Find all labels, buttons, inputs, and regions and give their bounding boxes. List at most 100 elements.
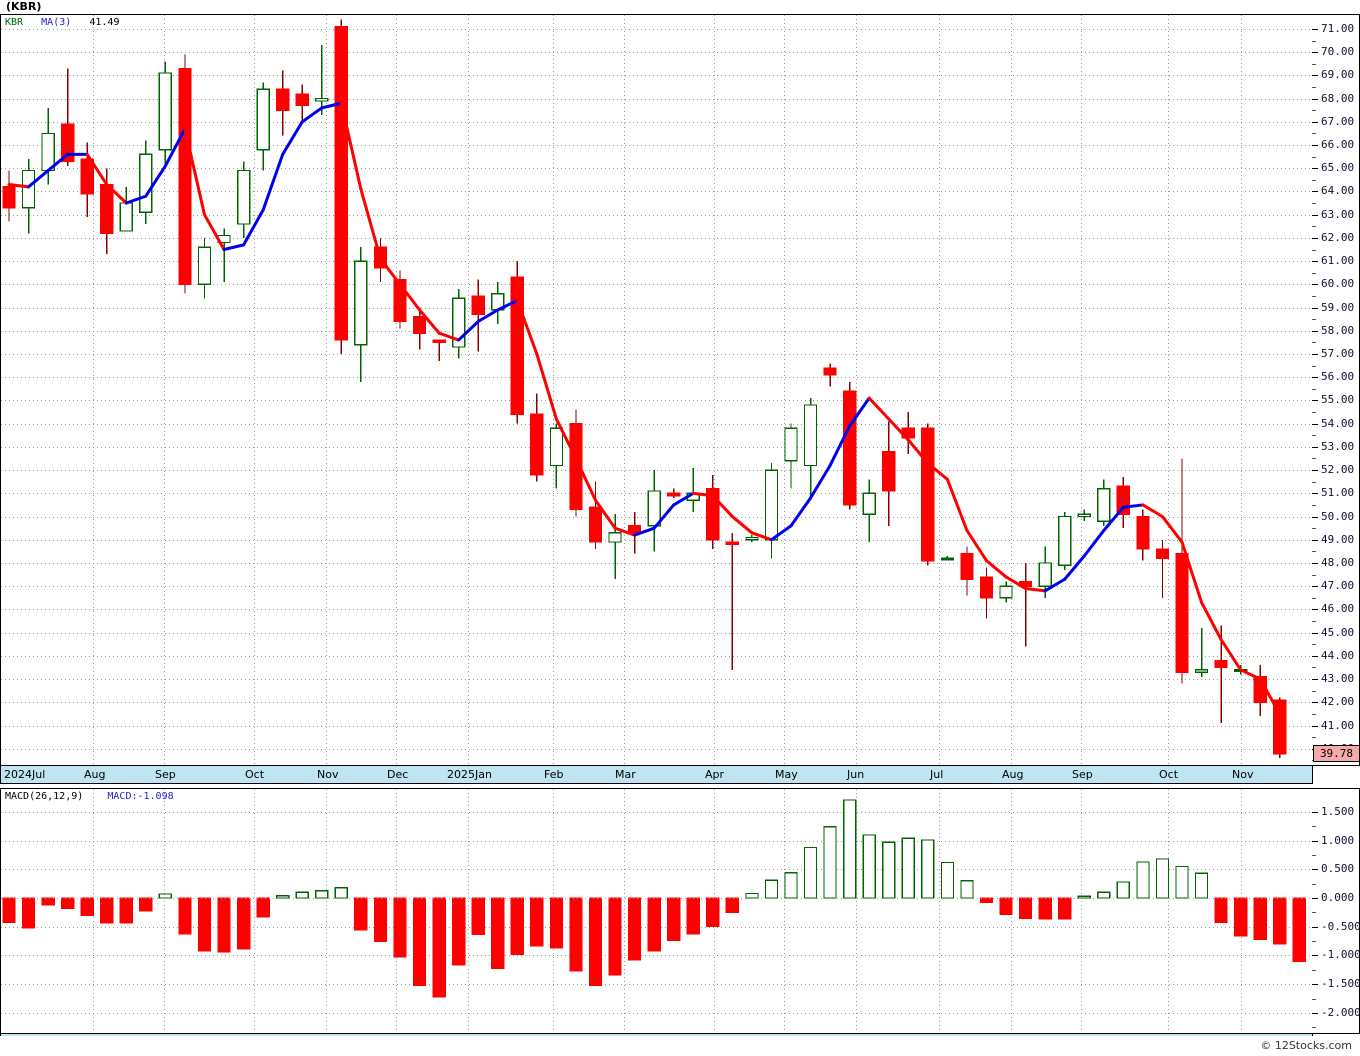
candle-body[interactable] xyxy=(158,72,173,151)
candle-body[interactable] xyxy=(530,413,544,476)
macd-bar[interactable] xyxy=(1018,897,1033,919)
candle-body[interactable] xyxy=(412,316,427,334)
macd-bar[interactable] xyxy=(1155,858,1170,899)
macd-bar[interactable] xyxy=(725,897,739,914)
macd-bar[interactable] xyxy=(139,897,153,912)
candle-body[interactable] xyxy=(1038,562,1052,587)
candle-body[interactable] xyxy=(510,276,524,416)
candle-body[interactable] xyxy=(862,492,876,515)
macd-bar[interactable] xyxy=(940,861,955,899)
macd-bar[interactable] xyxy=(451,897,466,966)
macd-bar[interactable] xyxy=(1077,895,1091,899)
candle-body[interactable] xyxy=(784,427,798,462)
candle-body[interactable] xyxy=(823,367,837,376)
candle-body[interactable] xyxy=(1136,515,1150,550)
candle-body[interactable] xyxy=(627,525,642,534)
macd-bar[interactable] xyxy=(530,897,544,947)
macd-bar[interactable] xyxy=(354,897,368,931)
macd-bar[interactable] xyxy=(1273,897,1287,945)
candle-body[interactable] xyxy=(1155,548,1170,559)
macd-bar[interactable] xyxy=(491,897,505,969)
candle-body[interactable] xyxy=(764,469,779,541)
candle-body[interactable] xyxy=(1175,553,1189,673)
candle-body[interactable] xyxy=(61,123,75,162)
macd-bar[interactable] xyxy=(667,897,681,942)
candle-body[interactable] xyxy=(2,186,16,209)
candle-body[interactable] xyxy=(921,427,935,562)
macd-bar[interactable] xyxy=(178,897,192,935)
macd-bar[interactable] xyxy=(1116,881,1130,899)
candle-body[interactable] xyxy=(100,183,114,234)
macd-bar[interactable] xyxy=(686,897,700,935)
macd-bar[interactable] xyxy=(236,897,251,950)
macd-bar[interactable] xyxy=(21,897,36,929)
macd-bar[interactable] xyxy=(373,897,388,942)
macd-bar[interactable] xyxy=(393,897,407,958)
candle-body[interactable] xyxy=(354,260,368,346)
macd-bar[interactable] xyxy=(1175,865,1189,899)
candle-body[interactable] xyxy=(725,541,739,546)
candle-body[interactable] xyxy=(178,67,192,285)
candle-body[interactable] xyxy=(256,88,270,151)
macd-bar[interactable] xyxy=(295,891,309,899)
macd-bar[interactable] xyxy=(432,897,446,998)
macd-bar[interactable] xyxy=(119,897,133,924)
macd-bar[interactable] xyxy=(823,826,837,899)
macd-bar[interactable] xyxy=(1194,872,1209,899)
candle-body[interactable] xyxy=(471,295,485,316)
macd-bar[interactable] xyxy=(843,799,857,899)
candle-body[interactable] xyxy=(803,404,818,467)
candle-body[interactable] xyxy=(667,492,681,497)
macd-bar[interactable] xyxy=(61,897,75,910)
macd-bar[interactable] xyxy=(608,897,622,976)
macd-bar[interactable] xyxy=(549,897,564,949)
macd-bar[interactable] xyxy=(315,889,329,899)
candle-body[interactable] xyxy=(276,88,290,111)
macd-bar[interactable] xyxy=(1214,897,1228,923)
candle-body[interactable] xyxy=(1077,513,1091,518)
candle-body[interactable] xyxy=(549,427,564,467)
macd-bar[interactable] xyxy=(2,897,16,923)
macd-bar[interactable] xyxy=(100,897,114,924)
candle-body[interactable] xyxy=(706,488,720,541)
macd-bar[interactable] xyxy=(862,834,876,899)
macd-bar[interactable] xyxy=(803,846,818,899)
candle-body[interactable] xyxy=(608,532,622,543)
candle-body[interactable] xyxy=(1058,515,1072,566)
macd-bar[interactable] xyxy=(979,897,994,903)
candle-body[interactable] xyxy=(119,202,133,232)
candle-body[interactable] xyxy=(745,536,759,541)
macd-bar[interactable] xyxy=(627,897,642,961)
candle-body[interactable] xyxy=(569,423,583,511)
candle-body[interactable] xyxy=(21,169,36,209)
macd-bar[interactable] xyxy=(1234,897,1248,937)
macd-bar[interactable] xyxy=(41,897,55,906)
candle-body[interactable] xyxy=(940,557,955,561)
macd-bar[interactable] xyxy=(764,879,779,899)
macd-bar[interactable] xyxy=(745,892,759,899)
macd-bar[interactable] xyxy=(276,895,290,899)
macd-bar[interactable] xyxy=(921,839,935,899)
macd-bar[interactable] xyxy=(256,897,270,918)
macd-bar[interactable] xyxy=(80,897,94,916)
macd-bar[interactable] xyxy=(1253,897,1267,941)
candle-body[interactable] xyxy=(139,153,153,214)
macd-chart-panel[interactable]: MACD(26,12,9) MACD:-1.098 xyxy=(0,788,1313,1034)
candle-body[interactable] xyxy=(979,576,994,599)
candle-body[interactable] xyxy=(588,506,603,543)
macd-bar[interactable] xyxy=(999,897,1013,915)
macd-bar[interactable] xyxy=(706,897,720,927)
macd-bar[interactable] xyxy=(960,880,974,899)
macd-bar[interactable] xyxy=(1097,891,1111,899)
macd-bar[interactable] xyxy=(901,837,915,899)
candle-body[interactable] xyxy=(451,297,466,348)
macd-bar[interactable] xyxy=(197,897,212,952)
macd-bar[interactable] xyxy=(1136,861,1150,899)
candle-body[interactable] xyxy=(1194,669,1209,673)
candle-body[interactable] xyxy=(1097,488,1111,522)
candle-body[interactable] xyxy=(843,390,857,506)
price-chart-panel[interactable]: KBR MA(3) 41.49 xyxy=(0,14,1313,766)
macd-bar[interactable] xyxy=(471,897,485,935)
candle-body[interactable] xyxy=(647,490,661,527)
candle-body[interactable] xyxy=(197,246,212,285)
